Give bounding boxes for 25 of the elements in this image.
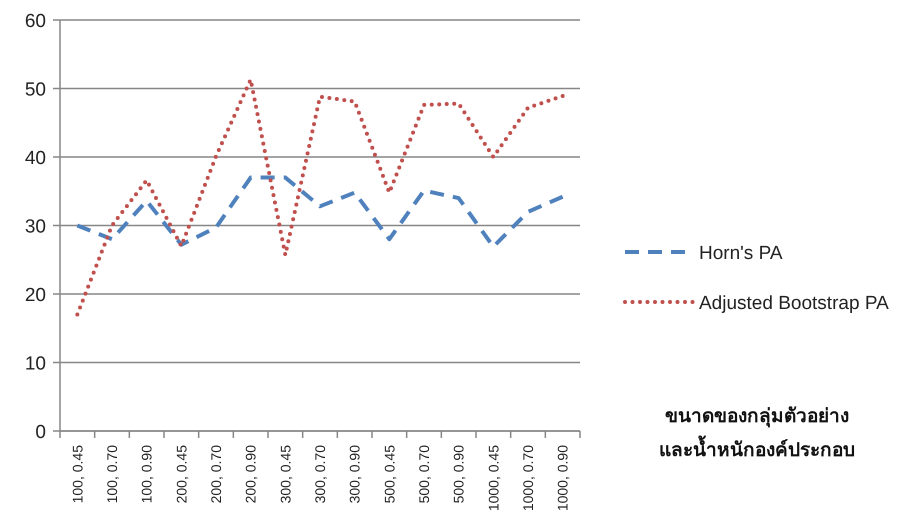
x-tick-label: 1000, 0.45 [485,444,502,512]
x-tick-label: 500, 0.90 [450,444,467,504]
x-tick-label: 300, 0.90 [346,444,363,504]
x-tick-label: 200, 0.90 [242,444,259,504]
x-tick-label: 100, 0.70 [104,444,120,504]
x-tick-label: 1000, 0.90 [554,444,571,512]
x-tick-label: 500, 0.45 [381,444,398,504]
legend-label: Adjusted Bootstrap PA [699,293,890,314]
legend-label: Horn's PA [699,243,783,264]
x-tick-label: 100, 0.90 [138,444,155,504]
x-tick-label: 500, 0.70 [416,444,432,504]
x-tick-label: 300, 0.70 [312,444,328,504]
y-tick-label: 20 [24,285,46,306]
y-tick-label: 50 [24,80,46,100]
y-tick-label: 0 [35,422,46,443]
y-tick-label: 30 [24,216,46,238]
y-tick-label: 40 [24,148,46,169]
x-tick-label: 200, 0.70 [208,444,224,504]
x-tick-label: 200, 0.45 [173,444,190,504]
x-axis-title: ขนาดของกลุ่มตัวอย่าง และน้ำหนักองค์ประกอบ [659,406,855,461]
x-tick-label: 100, 0.45 [69,444,86,504]
x-tick-label: 1000, 0.70 [520,444,536,512]
y-tick-label: 60 [24,11,46,32]
y-tick-label: 10 [24,354,46,374]
x-tick-label: 300, 0.45 [277,444,294,504]
